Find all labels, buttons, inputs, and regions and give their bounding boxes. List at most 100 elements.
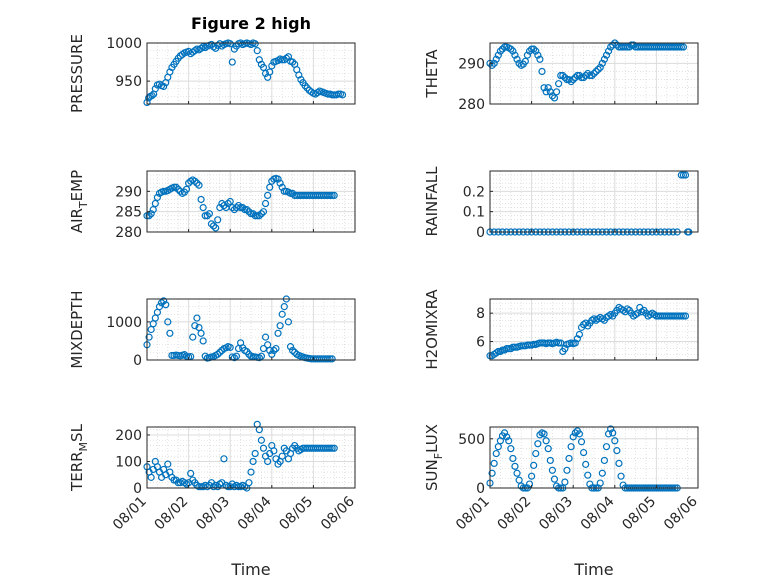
data-point	[280, 187, 288, 195]
data-point	[286, 343, 295, 351]
data-point	[157, 299, 166, 307]
data-point	[565, 75, 573, 84]
y-axis-label: AIRTEMP	[68, 170, 90, 233]
data-point	[148, 92, 156, 100]
data-point	[534, 51, 542, 59]
data-point	[579, 448, 588, 457]
data-point	[278, 310, 286, 318]
y-axis-label: TERRMSL	[68, 423, 90, 492]
data-point	[253, 212, 261, 220]
data-point	[228, 58, 236, 66]
x-axis-label-left: Time	[230, 560, 270, 579]
data-point	[513, 469, 521, 477]
data-point	[197, 329, 205, 337]
data-point	[677, 43, 685, 51]
data-point	[270, 447, 278, 455]
data-point	[494, 51, 502, 59]
data-point	[527, 45, 536, 53]
data-point	[278, 452, 286, 460]
y-axis-label: RAINFALL	[423, 166, 441, 237]
data-point	[155, 303, 164, 311]
data-point	[324, 355, 332, 363]
data-point	[203, 212, 211, 220]
data-point	[629, 41, 638, 49]
data-point	[613, 41, 621, 49]
data-point	[151, 199, 159, 208]
axes-box	[489, 42, 699, 105]
data-point	[561, 478, 569, 486]
x-axis-label-right: Time	[573, 560, 613, 579]
data-point	[609, 429, 617, 437]
data-point	[245, 479, 253, 487]
y-axis-label: MIXDEPTH	[68, 290, 86, 368]
data-point	[561, 345, 569, 353]
data-point	[488, 469, 496, 477]
data-point	[617, 472, 625, 480]
data-point	[230, 206, 238, 214]
data-point	[247, 468, 255, 476]
data-point	[679, 171, 688, 179]
data-point	[507, 45, 515, 53]
data-point	[584, 471, 592, 479]
data-point	[145, 333, 153, 341]
data-point	[257, 436, 265, 444]
y-tick-label: 0.2	[463, 184, 485, 200]
y-tick-label: 6	[476, 335, 485, 351]
data-point	[557, 71, 565, 80]
data-point	[182, 185, 191, 193]
data-point	[220, 455, 228, 463]
y-tick-label: 285	[115, 205, 142, 221]
data-point	[586, 71, 594, 80]
data-point	[571, 339, 579, 347]
data-point	[548, 466, 557, 474]
data-point	[276, 179, 284, 187]
data-point	[590, 69, 598, 78]
data-point	[264, 457, 272, 466]
data-point	[563, 466, 571, 474]
data-point	[565, 454, 573, 463]
data-point	[193, 179, 201, 187]
data-point	[232, 352, 241, 360]
data-point	[274, 329, 282, 337]
data-point	[328, 355, 336, 363]
data-point	[255, 212, 263, 220]
data-point	[261, 199, 270, 208]
data-point	[261, 69, 270, 78]
data-point	[627, 41, 636, 49]
data-point	[550, 94, 559, 102]
y-axis-label: H2OMIXRA	[423, 289, 441, 370]
subplot-4: 0 1000 MIXDEPTH	[68, 290, 356, 369]
data-point	[588, 71, 596, 80]
data-point	[604, 47, 613, 55]
data-point	[573, 71, 581, 80]
axes-box	[146, 298, 356, 361]
data-point	[160, 82, 168, 91]
axes-box	[489, 426, 699, 489]
axes-box	[146, 42, 356, 105]
data-point	[600, 55, 609, 63]
data-point	[272, 344, 280, 353]
data-point	[176, 187, 184, 195]
data-point	[544, 84, 552, 92]
data-point	[609, 41, 617, 49]
data-point	[249, 457, 257, 466]
data-point	[264, 191, 272, 199]
data-point	[284, 318, 293, 326]
data-point	[278, 183, 286, 191]
data-point	[507, 445, 515, 453]
data-point	[596, 479, 604, 487]
data-point	[675, 43, 683, 51]
data-point	[220, 201, 228, 210]
data-point	[567, 78, 575, 86]
data-point	[147, 473, 155, 481]
axes-box	[489, 298, 699, 361]
data-point	[503, 433, 511, 441]
data-point	[259, 444, 268, 452]
data-point	[193, 314, 201, 322]
data-point	[245, 208, 253, 216]
data-point	[511, 51, 519, 59]
data-point	[598, 59, 606, 67]
y-tick-label: 8	[476, 306, 485, 322]
data-point	[569, 75, 577, 84]
data-point	[496, 47, 504, 55]
